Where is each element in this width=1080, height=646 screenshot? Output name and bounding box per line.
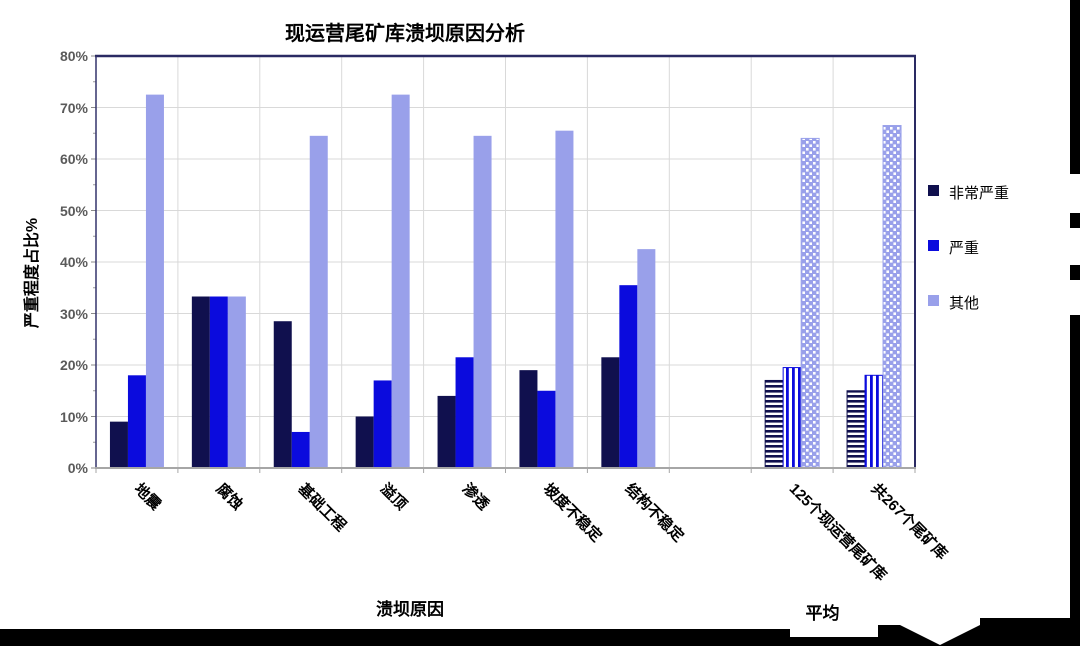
- y-tick-label: 10%: [59, 408, 88, 425]
- y-tick-label: 80%: [59, 48, 88, 64]
- bar-其他-腐蚀: [227, 296, 246, 468]
- x-axis-title-average: 平均: [805, 604, 840, 623]
- legend-swatch: [928, 185, 939, 196]
- cropped-black-artifact: [1070, 213, 1080, 228]
- x-axis-title-causes: 溃坝原因: [376, 600, 444, 619]
- legend-label: 严重: [949, 240, 980, 257]
- y-tick-label: 70%: [59, 99, 88, 116]
- cropped-white-notch-triangle: [900, 625, 980, 645]
- bar-非常严重-125个现运营尾矿库: [764, 379, 784, 469]
- bar-其他-地震: [145, 94, 164, 468]
- bar-非常严重-基础工程: [273, 321, 292, 468]
- cropped-black-artifact: [1070, 265, 1080, 280]
- legend-swatch: [928, 295, 939, 306]
- chart-title: 现运营尾矿库溃坝原因分析: [285, 23, 525, 45]
- cropped-black-artifact: [0, 629, 790, 646]
- y-tick-label: 20%: [59, 357, 88, 373]
- y-tick-label: 50%: [59, 202, 88, 219]
- bar-其他-溢顶: [391, 94, 410, 468]
- cropped-black-artifact: [1070, 315, 1080, 646]
- bar-非常严重-腐蚀: [191, 296, 210, 468]
- bar-非常严重-渗透: [437, 395, 456, 468]
- bar-其他-结构不稳定: [637, 249, 656, 468]
- legend-label: 非常严重: [949, 185, 1010, 202]
- bar-非常严重-地震: [109, 421, 128, 468]
- y-tick-label: 0%: [67, 460, 88, 476]
- legend-item-非常严重: 非常严重: [928, 182, 1009, 203]
- cropped-black-artifact: [790, 637, 878, 646]
- bar-其他-坡度不稳定: [555, 130, 574, 469]
- legend-swatch: [928, 240, 939, 251]
- y-tick-label: 30%: [59, 305, 88, 322]
- bar-严重-125个现运营尾矿库: [782, 367, 802, 469]
- bars: [109, 94, 902, 469]
- bar-非常严重-坡度不稳定: [519, 370, 538, 468]
- bar-严重-溢顶: [373, 380, 392, 468]
- bar-非常严重-结构不稳定: [601, 357, 620, 468]
- cropped-black-artifact: [980, 618, 1080, 625]
- bar-严重-渗透: [455, 357, 474, 468]
- bar-非常严重-溢顶: [355, 416, 374, 468]
- bar-其他-125个现运营尾矿库: [800, 137, 820, 469]
- bar-严重-基础工程: [291, 431, 310, 468]
- y-tick-label: 60%: [59, 151, 88, 167]
- legend-label: 其他: [949, 295, 980, 312]
- axes: [91, 54, 916, 473]
- bar-严重-结构不稳定: [619, 285, 638, 468]
- legend-item-严重: 严重: [928, 237, 1009, 258]
- legend-item-其他: 其他: [928, 292, 1009, 313]
- bar-严重-坡度不稳定: [537, 390, 556, 468]
- gridlines: [96, 55, 915, 468]
- bar-非常严重-共267个尾矿库: [846, 390, 866, 469]
- y-tick-label: 40%: [59, 254, 88, 270]
- bar-严重-共267个尾矿库: [864, 374, 884, 469]
- bar-严重-地震: [127, 375, 146, 468]
- bar-其他-共267个尾矿库: [882, 125, 902, 469]
- bar-其他-基础工程: [309, 135, 328, 468]
- bar-其他-渗透: [473, 135, 492, 468]
- bar-严重-腐蚀: [209, 296, 228, 468]
- legend: 非常严重 严重 其他: [928, 182, 1009, 347]
- cropped-black-artifact: [1070, 0, 1080, 174]
